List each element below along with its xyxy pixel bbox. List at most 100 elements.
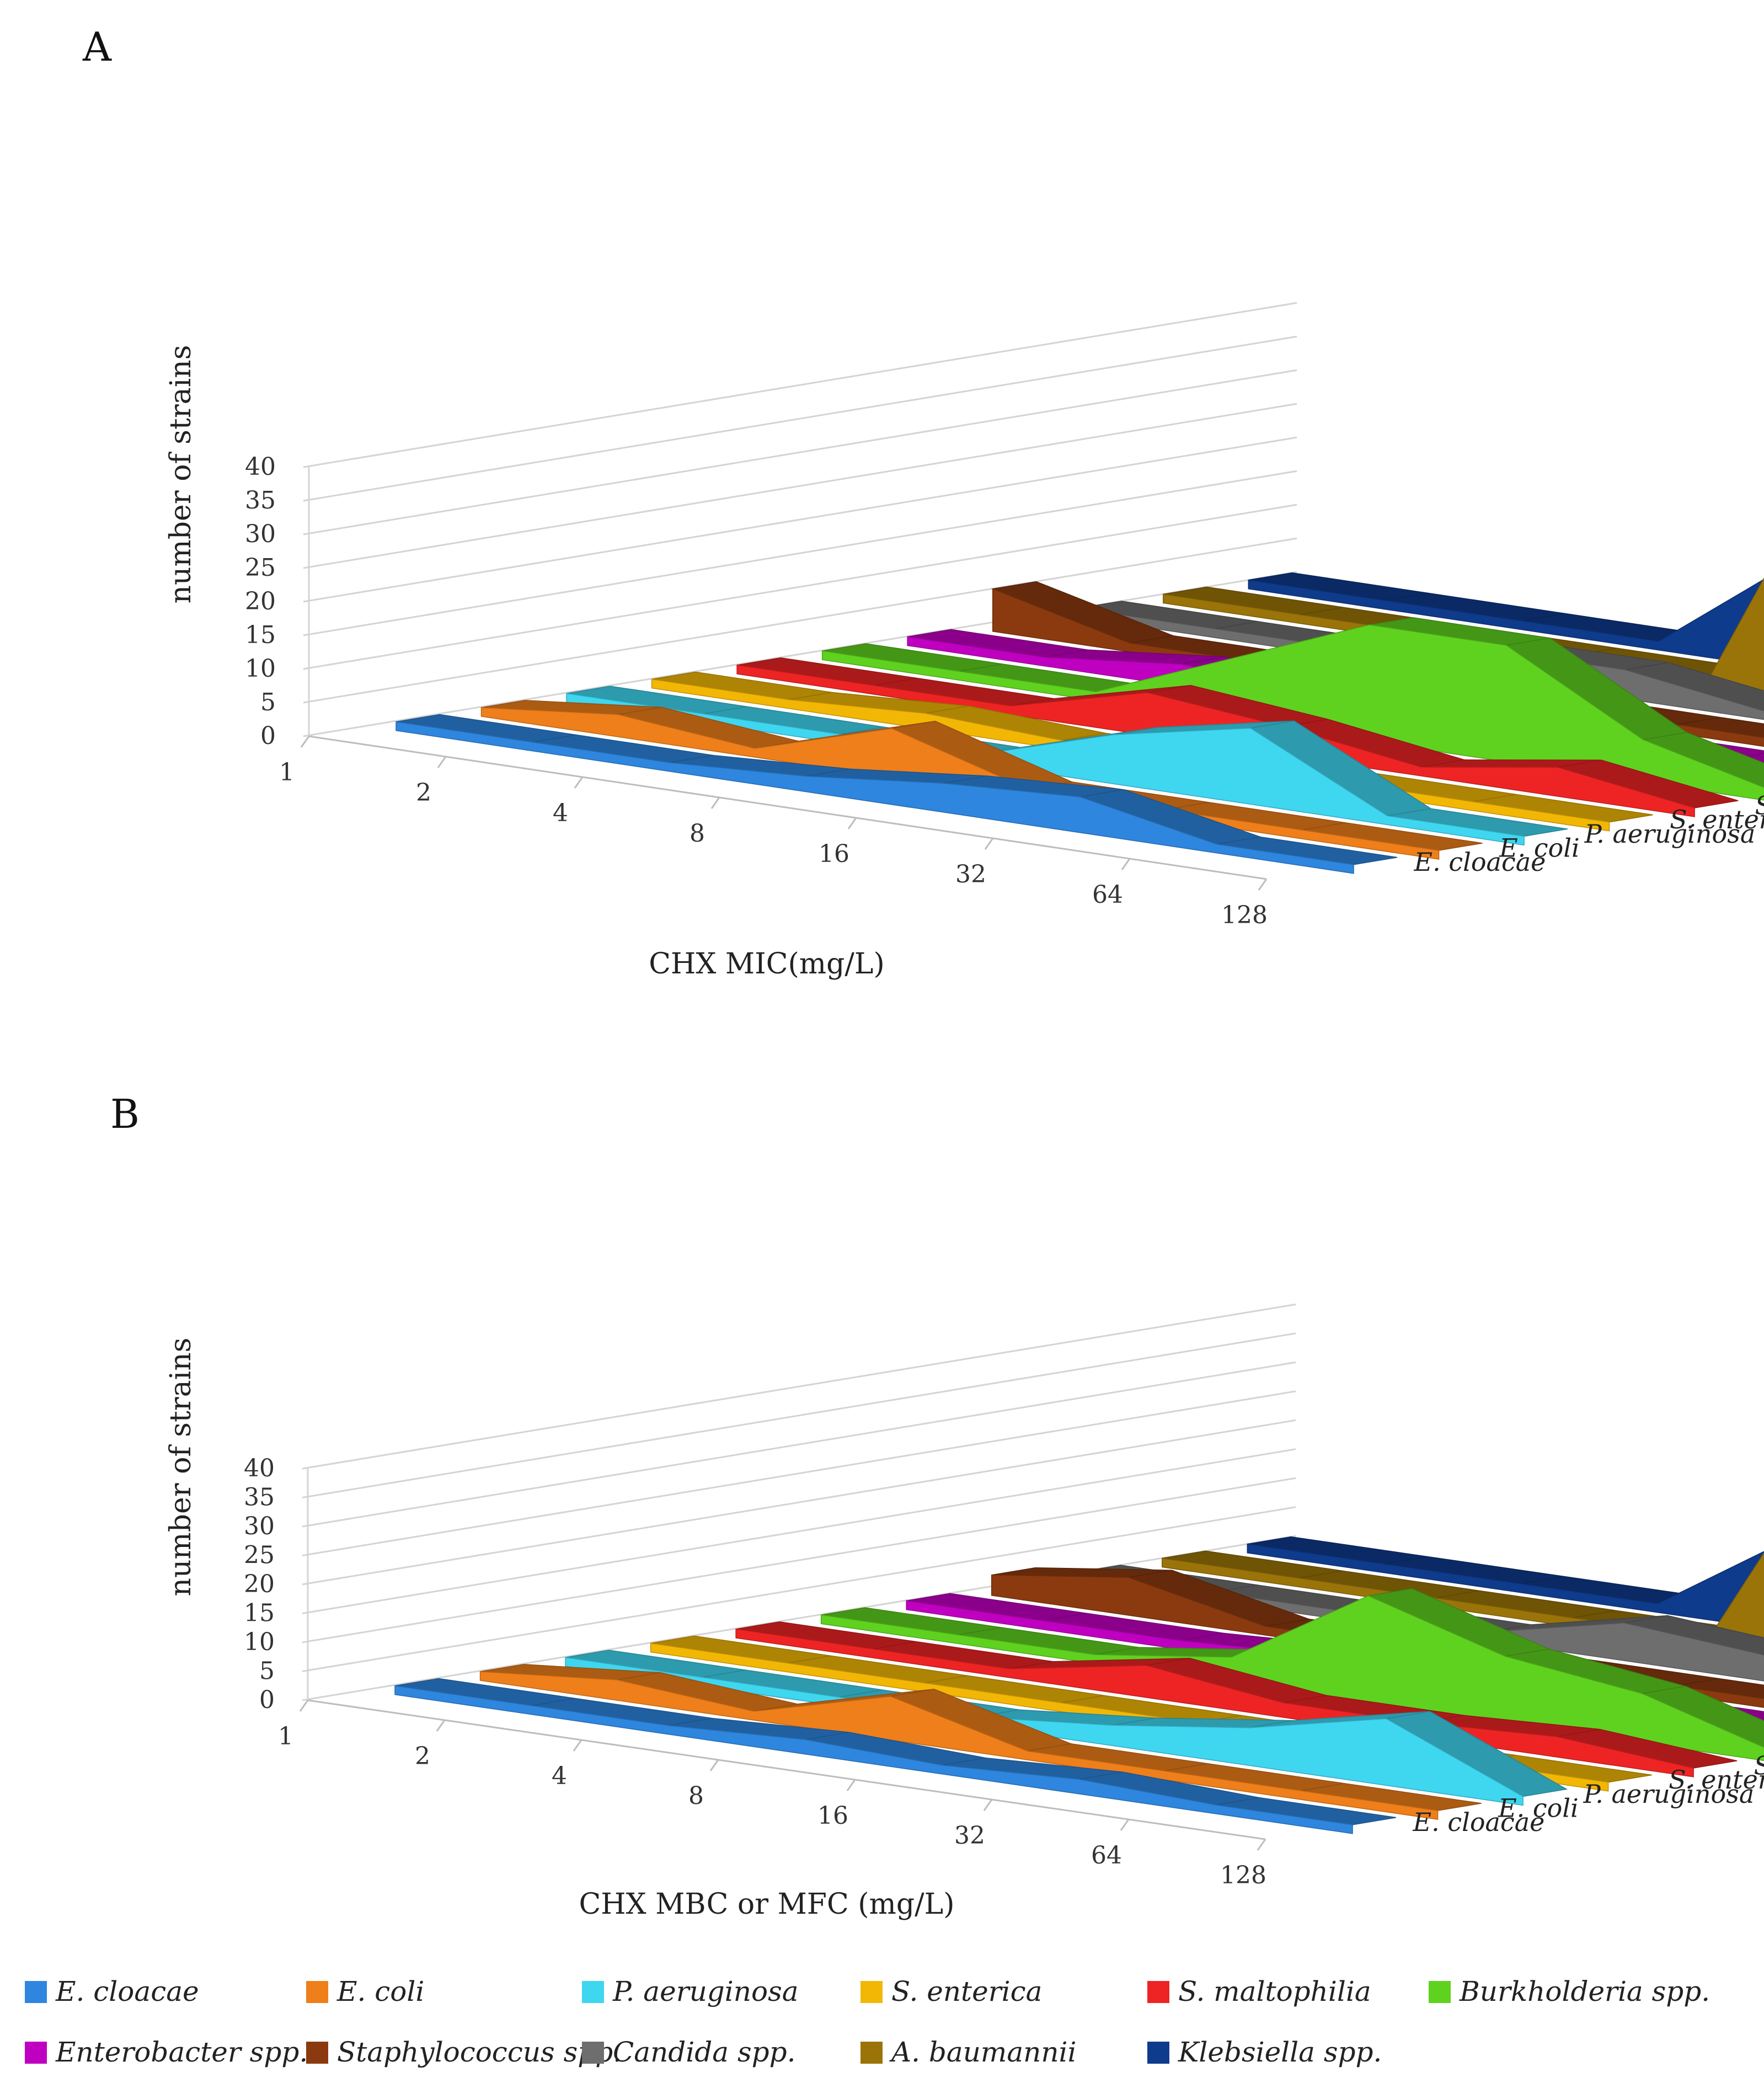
x-tick-mark — [1120, 1819, 1130, 1831]
gridline — [303, 369, 1297, 536]
gridline — [302, 1332, 1296, 1498]
gridline — [302, 1303, 1296, 1470]
x-tick-mark — [983, 1799, 993, 1811]
gridline — [302, 1477, 1296, 1643]
y-tick-label: 30 — [245, 520, 276, 548]
y-tick-label: 20 — [245, 587, 276, 615]
x-tick-label: 4 — [552, 1762, 567, 1790]
legend-swatch — [582, 2042, 604, 2064]
legend-swatch — [860, 2042, 883, 2064]
series-label: P. aeruginosa — [1584, 819, 1756, 849]
panel-b-label: B — [110, 1091, 140, 1137]
legend-item-klebsiella-spp: Klebsiella spp. — [1147, 2036, 1382, 2068]
gridline — [303, 504, 1297, 670]
x-tick-label: 2 — [415, 1742, 430, 1770]
y-tick-label: 30 — [244, 1512, 275, 1540]
x-tick-mark — [1258, 879, 1268, 891]
x-tick-label: 2 — [416, 779, 431, 807]
y-tick-label: 0 — [260, 722, 276, 750]
x-tick-mark — [709, 1759, 719, 1771]
x-tick-mark — [984, 838, 994, 850]
y-tick-label: 35 — [244, 1484, 275, 1512]
legend-swatch — [1147, 1981, 1169, 2003]
legend-label: Burkholderia spp. — [1459, 1975, 1710, 2007]
ribbon-top — [1676, 716, 1764, 738]
legend-swatch — [860, 1981, 883, 2003]
x-tick-mark — [1121, 858, 1131, 870]
x-tick-mark — [300, 736, 310, 748]
gridline — [302, 1535, 1296, 1701]
ribbon-top — [1640, 1685, 1764, 1748]
y-tick-label: 5 — [260, 688, 276, 716]
x-axis-line — [308, 735, 1267, 880]
legend-swatch — [25, 2042, 47, 2064]
y-gridlines — [302, 1303, 1296, 1701]
legend-label: Klebsiella spp. — [1178, 2036, 1382, 2068]
gridline — [303, 436, 1297, 603]
gridline — [302, 1448, 1296, 1614]
gridline — [303, 537, 1297, 704]
y-tick-label: 35 — [245, 486, 276, 515]
x-tick-mark — [573, 1739, 582, 1752]
legend-swatch — [25, 1981, 47, 2003]
series-label: S. maltophilia — [1754, 1750, 1764, 1780]
legend: E. cloacae E. coli P. aeruginosa S. enteric… — [25, 1975, 1710, 2068]
legend-label: S. enterica — [891, 1975, 1042, 2007]
ribbon-front — [394, 1685, 1353, 1834]
x-axis-title: CHX MIC(mg/L) — [649, 947, 884, 981]
series-label: S. enterica — [1670, 805, 1764, 834]
x-tick-label: 1 — [278, 1722, 293, 1750]
x-tick-label: 4 — [553, 799, 568, 827]
ribbon-front — [565, 1657, 1524, 1806]
legend-item-enterobacter-spp: Enterobacter spp. — [25, 2036, 308, 2068]
legend-label: P. aeruginosa — [612, 1975, 799, 2007]
series-label: P. aeruginosa — [1583, 1779, 1755, 1809]
y-tick-label: 10 — [244, 1628, 275, 1656]
x-tick-label: 32 — [954, 1822, 985, 1850]
y-tick-label: 25 — [245, 554, 276, 582]
legend-label: Candida spp. — [613, 2036, 796, 2068]
gridline — [303, 571, 1297, 737]
legend-label: E. cloacae — [55, 1975, 199, 2007]
x-tick-label: 128 — [1220, 1861, 1266, 1889]
y-axis-title: number of strains — [164, 1337, 197, 1596]
series-label: S. maltophilia — [1755, 790, 1764, 820]
legend-label: S. maltophilia — [1178, 1975, 1371, 2007]
panel-a-label: A — [82, 24, 112, 70]
series-klebsiella-spp: Klebsiella spp. — [1248, 572, 1764, 666]
x-tick-mark — [299, 1700, 309, 1712]
ribbon-front — [1247, 1543, 1764, 1629]
gridline — [302, 1390, 1296, 1556]
x-tick-mark — [846, 1779, 856, 1791]
panel-a-chart: A 0 5 10 15 20 25 30 35 40 1 2 4 8 16 32 64 128 Klebsiella… — [82, 24, 1764, 981]
x-tick-mark — [1257, 1839, 1266, 1851]
legend-label: E. coli — [336, 1975, 424, 2007]
legend-swatch — [582, 1981, 604, 2003]
y-tick-label: 0 — [259, 1686, 275, 1714]
x-tick-label: 8 — [688, 1782, 704, 1810]
series-label: E. coli — [1499, 833, 1580, 863]
y-axis-title: number of strains — [164, 345, 197, 603]
ribbon-front — [566, 693, 1525, 846]
y-tick-label: 25 — [244, 1541, 275, 1570]
gridline — [303, 335, 1297, 502]
y-tick-label: 10 — [245, 655, 276, 683]
legend-swatch — [1147, 2042, 1169, 2064]
x-tick-mark — [847, 817, 857, 829]
x-axis-line — [307, 1699, 1266, 1840]
x-tick-label: 128 — [1221, 901, 1268, 929]
x-tick-mark — [710, 797, 720, 809]
ribbon-front — [395, 721, 1354, 874]
gridline — [303, 403, 1297, 569]
legend-label: A. baumannii — [889, 2036, 1077, 2068]
legend-item-s-enterica: S. enterica — [860, 1975, 1042, 2007]
legend-item-e-coli: E. coli — [306, 1975, 424, 2007]
series-label: S. enterica — [1669, 1765, 1764, 1795]
x-tick-label: 32 — [955, 860, 986, 888]
ribbon-top — [1675, 1678, 1764, 1699]
y-tick-label: 15 — [245, 621, 276, 649]
series-e-cloacae: E. cloacae — [395, 714, 1546, 877]
y-tick-label: 15 — [244, 1599, 275, 1627]
x-tick-label: 64 — [1091, 1841, 1122, 1870]
